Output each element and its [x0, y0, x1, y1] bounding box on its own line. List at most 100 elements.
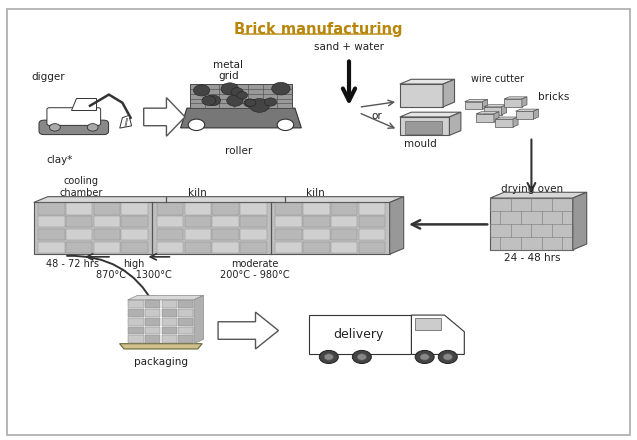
Circle shape	[438, 350, 457, 363]
Polygon shape	[450, 112, 461, 136]
Bar	[129, 309, 144, 317]
Polygon shape	[501, 105, 506, 115]
Bar	[178, 326, 193, 334]
Bar	[145, 309, 161, 317]
Bar	[240, 216, 267, 227]
Polygon shape	[120, 344, 202, 349]
Text: metal
grid: metal grid	[213, 60, 243, 81]
Bar	[129, 318, 144, 326]
Bar	[145, 318, 161, 326]
Bar	[94, 229, 120, 240]
Polygon shape	[482, 99, 487, 110]
Text: high
870°C - 1300°C: high 870°C - 1300°C	[96, 259, 172, 280]
Bar	[212, 242, 239, 253]
Circle shape	[277, 119, 294, 131]
Polygon shape	[490, 198, 573, 250]
Bar	[190, 84, 292, 108]
Polygon shape	[400, 112, 461, 117]
Bar	[331, 203, 357, 215]
Polygon shape	[120, 115, 132, 128]
Circle shape	[188, 119, 204, 131]
Bar	[178, 300, 193, 308]
Bar	[162, 300, 176, 308]
Bar	[275, 242, 302, 253]
Polygon shape	[522, 97, 527, 107]
Bar	[185, 229, 211, 240]
Bar	[162, 318, 176, 326]
Polygon shape	[400, 84, 443, 107]
Bar	[405, 121, 442, 134]
Bar	[66, 229, 92, 240]
Polygon shape	[218, 312, 278, 349]
Bar	[122, 229, 148, 240]
Polygon shape	[495, 117, 518, 119]
Text: mould: mould	[404, 139, 436, 149]
Circle shape	[194, 85, 210, 96]
Text: wire cutter: wire cutter	[471, 74, 524, 84]
Bar	[94, 216, 120, 227]
Text: cooling
chamber: cooling chamber	[60, 176, 103, 198]
Bar	[185, 203, 211, 215]
Bar	[178, 318, 193, 326]
Polygon shape	[515, 109, 538, 111]
Bar	[162, 309, 176, 317]
Bar	[122, 203, 148, 215]
Bar	[359, 216, 385, 227]
Bar	[212, 203, 239, 215]
Text: kiln: kiln	[306, 188, 325, 198]
Bar	[38, 216, 65, 227]
Bar	[157, 229, 183, 240]
Bar	[145, 335, 161, 343]
Polygon shape	[71, 98, 96, 110]
Bar	[66, 242, 92, 253]
Bar	[129, 300, 144, 308]
Bar	[178, 309, 193, 317]
Circle shape	[50, 124, 61, 131]
Bar	[38, 203, 65, 215]
Polygon shape	[464, 102, 482, 110]
Text: Brick manufacturing: Brick manufacturing	[234, 22, 403, 37]
Circle shape	[357, 354, 367, 360]
Polygon shape	[494, 112, 499, 122]
Text: roller: roller	[225, 147, 253, 156]
Bar	[145, 300, 161, 308]
Bar	[162, 335, 176, 343]
Polygon shape	[194, 295, 203, 344]
Text: moderate
200°C - 980°C: moderate 200°C - 980°C	[220, 259, 290, 280]
Bar	[122, 216, 148, 227]
Polygon shape	[533, 109, 538, 119]
FancyBboxPatch shape	[7, 10, 630, 435]
Polygon shape	[144, 98, 185, 136]
Bar	[66, 203, 92, 215]
Text: delivery: delivery	[333, 328, 383, 341]
Bar	[240, 242, 267, 253]
Polygon shape	[504, 99, 522, 107]
Bar	[94, 203, 120, 215]
Circle shape	[205, 95, 220, 106]
Bar	[303, 216, 330, 227]
Bar	[240, 229, 267, 240]
Bar	[275, 216, 302, 227]
Polygon shape	[476, 114, 494, 122]
Bar	[359, 203, 385, 215]
Text: sand + water: sand + water	[314, 42, 384, 52]
Bar	[157, 242, 183, 253]
Bar	[38, 242, 65, 253]
Circle shape	[231, 88, 243, 96]
Polygon shape	[573, 192, 587, 250]
Circle shape	[352, 350, 371, 363]
Text: 24 - 48 hrs: 24 - 48 hrs	[504, 253, 561, 263]
Circle shape	[415, 350, 434, 363]
Bar	[94, 242, 120, 253]
Polygon shape	[400, 117, 450, 136]
Bar	[162, 326, 176, 334]
Text: or: or	[371, 110, 382, 121]
Bar	[359, 242, 385, 253]
Circle shape	[87, 124, 98, 131]
Text: packaging: packaging	[134, 357, 188, 367]
Circle shape	[443, 354, 452, 360]
Polygon shape	[443, 79, 455, 107]
Circle shape	[202, 96, 216, 106]
Bar	[212, 229, 239, 240]
Bar	[275, 229, 302, 240]
